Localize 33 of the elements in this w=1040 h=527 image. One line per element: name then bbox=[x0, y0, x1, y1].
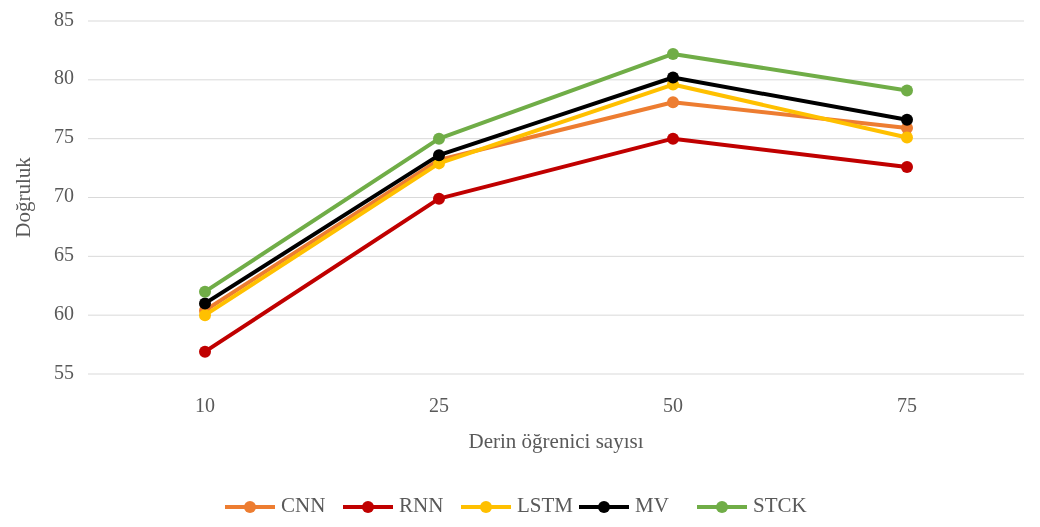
legend-label: MV bbox=[635, 492, 669, 517]
x-tick-label: 25 bbox=[429, 394, 449, 416]
x-tick-label: 10 bbox=[195, 394, 215, 416]
point bbox=[901, 160, 913, 173]
legend-label: STCK bbox=[753, 492, 807, 517]
y-tick-label: 55 bbox=[54, 360, 74, 383]
legend-label: LSTM bbox=[517, 492, 574, 517]
y-tick-label: 70 bbox=[54, 184, 74, 207]
point bbox=[667, 132, 679, 145]
y-tick-label: 60 bbox=[54, 301, 74, 324]
point bbox=[667, 71, 679, 84]
point bbox=[901, 131, 913, 144]
point bbox=[433, 192, 445, 205]
y-tick-label: 75 bbox=[54, 125, 74, 148]
point bbox=[901, 84, 913, 97]
y-tick-label: 80 bbox=[54, 66, 74, 89]
point bbox=[433, 132, 445, 145]
legend-label: CNN bbox=[281, 492, 326, 517]
legend-label: RNN bbox=[399, 492, 444, 517]
point bbox=[667, 47, 679, 60]
x-tick-label: 75 bbox=[897, 394, 917, 416]
point bbox=[199, 345, 211, 358]
point bbox=[199, 297, 211, 310]
point bbox=[667, 96, 679, 109]
y-tick-label: 85 bbox=[54, 7, 74, 30]
y-tick-label: 65 bbox=[54, 242, 74, 265]
point bbox=[901, 113, 913, 126]
point bbox=[199, 285, 211, 298]
x-tick-label: 50 bbox=[663, 394, 683, 416]
x-axis-title: Derin öğrenici sayısı bbox=[468, 429, 644, 453]
y-axis-title: Doğruluk bbox=[11, 156, 35, 238]
point bbox=[433, 149, 445, 162]
point bbox=[199, 309, 211, 322]
